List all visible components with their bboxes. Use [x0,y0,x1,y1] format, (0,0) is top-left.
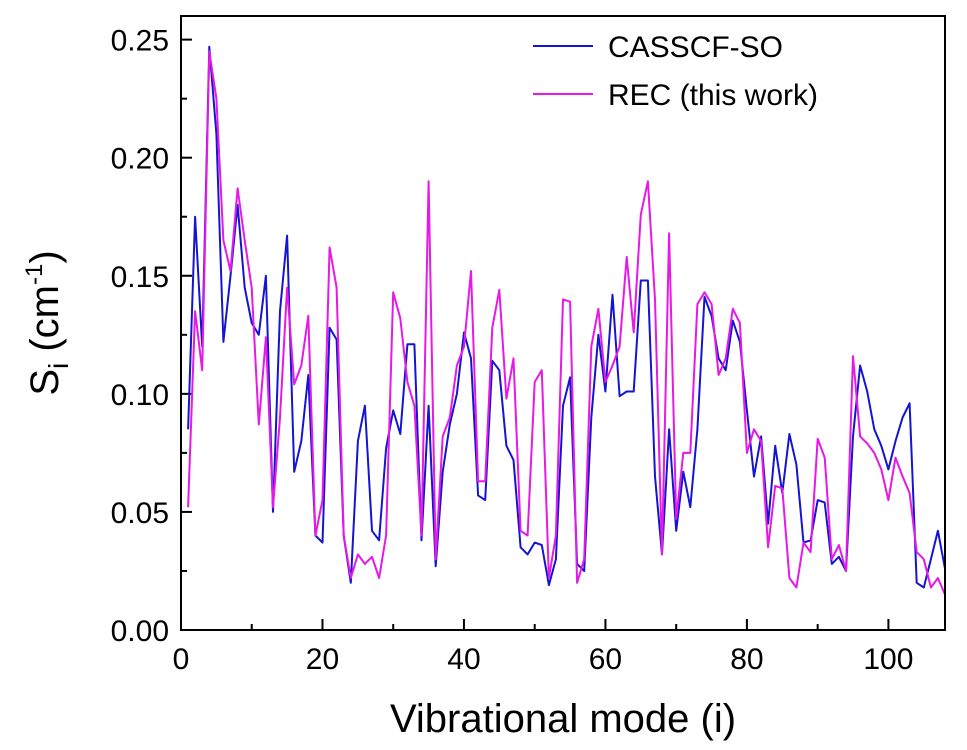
y-tick-label: 0.20 [111,143,169,176]
x-tick-label: 100 [863,643,913,676]
x-tick-label: 60 [589,643,622,676]
series-lines [187,45,946,595]
x-tick-label: 40 [447,643,480,676]
x-tick-label: 20 [306,643,339,676]
y-tick-label: 0.25 [111,25,169,58]
x-tick-label: 0 [173,643,190,676]
legend-label-rec-this-work: REC (this work) [608,79,818,112]
y-tick-label: 0.05 [111,497,169,530]
series-line-rec-this-work [187,50,946,595]
axis-ticks [180,38,890,631]
y-tick-label: 0.00 [111,615,169,648]
series-line-casscf-so [187,45,946,589]
axis-tick-labels: 0 20 40 60 80 100 0.00 0.05 0.10 0.15 0.20 0.25 [111,25,914,676]
x-axis-title: Vibrational mode (i) [390,697,736,741]
y-axis-title-unit-close: ) [23,250,67,263]
x-tick-label: 80 [730,643,763,676]
legend: CASSCF-SO REC (this work) [533,31,818,112]
y-tick-label: 0.10 [111,379,169,412]
plot-frame [180,15,946,631]
legend-label-casscf-so: CASSCF-SO [608,31,783,64]
y-axis-title-unit: (cm [23,285,67,363]
y-axis-title-unit-exponent: -1 [21,264,48,285]
y-axis-title-main: S [23,369,67,396]
y-axis-title-subscript: i [43,363,74,369]
y-tick-label: 0.15 [111,261,169,294]
y-axis-title: Si (cm-1) [21,250,74,395]
